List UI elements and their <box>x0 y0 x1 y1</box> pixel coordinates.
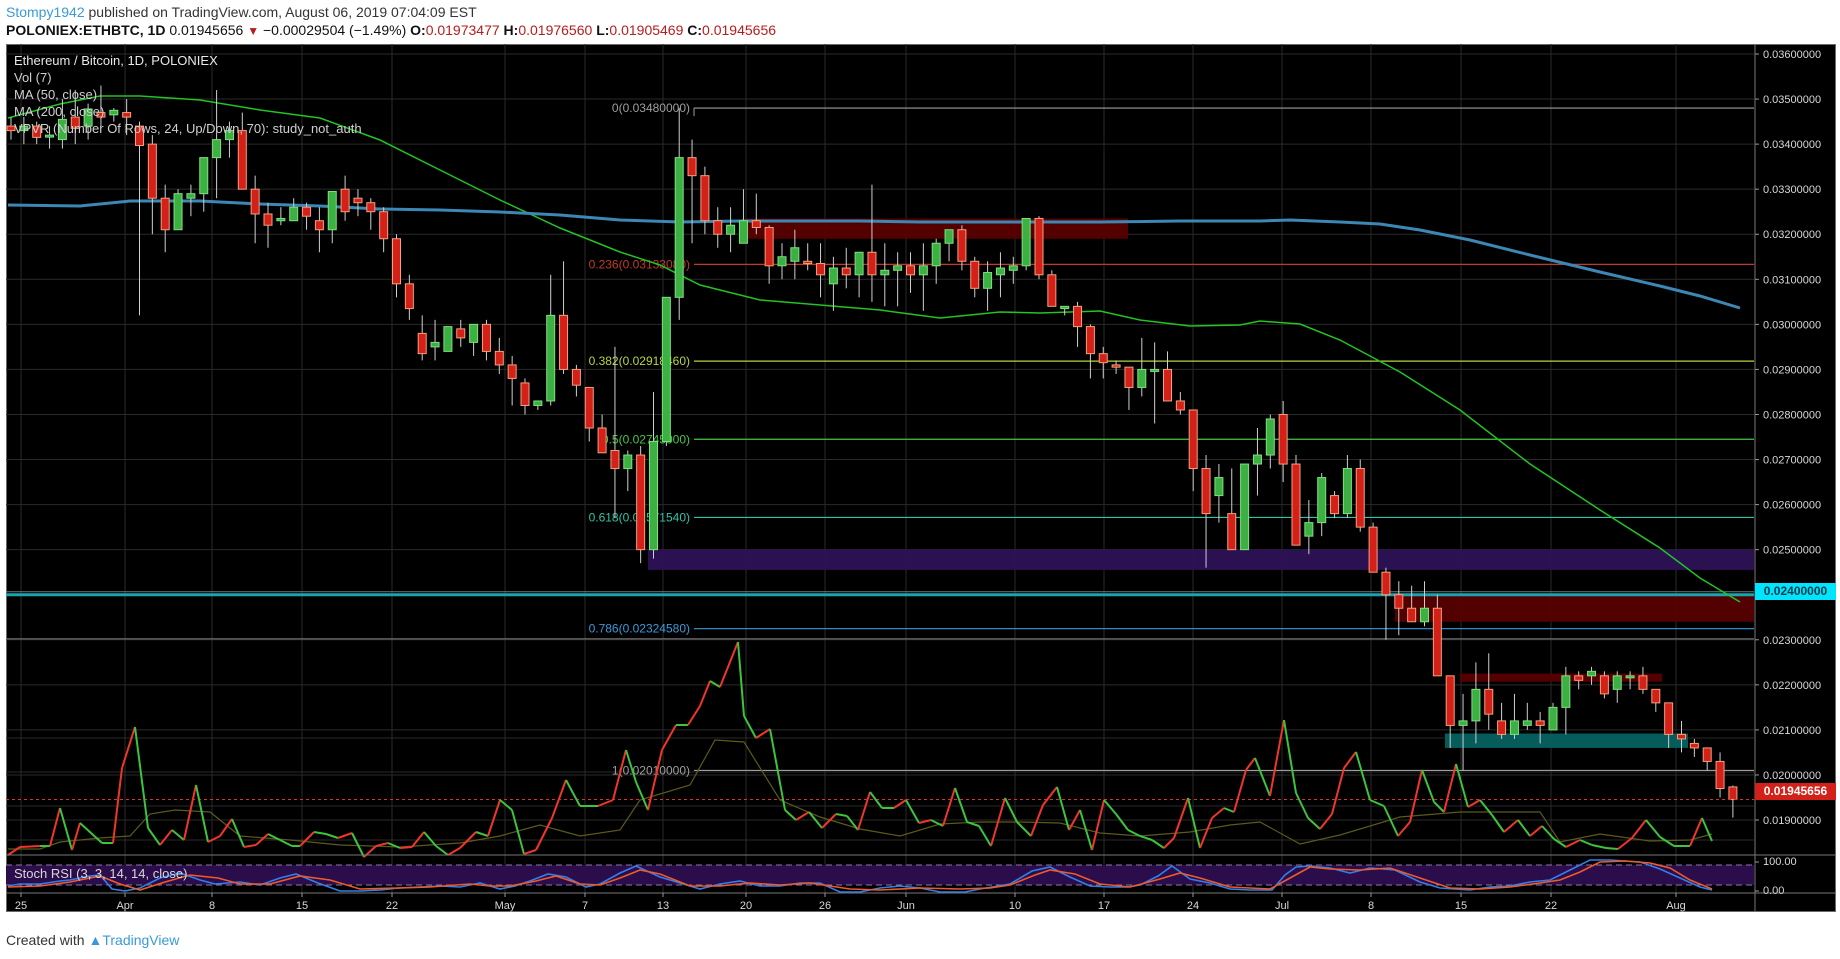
ma200-line[interactable] <box>7 199 1741 310</box>
svg-text:0.02700000: 0.02700000 <box>1763 455 1821 467</box>
svg-text:0.02100000: 0.02100000 <box>1763 725 1821 737</box>
svg-text:0.01900000: 0.01900000 <box>1763 815 1821 827</box>
fib-label: 1(0.02010000) <box>612 763 690 777</box>
ma50-line[interactable] <box>7 95 1741 603</box>
svg-text:100.00: 100.00 <box>1763 856 1797 868</box>
legend-vpvr[interactable]: VPVR (Number Of Rows, 24, Up/Down, 70): … <box>14 121 362 136</box>
low-value: 0.01905469 <box>609 22 684 38</box>
stoch-rsi-label[interactable]: Stoch RSI (3, 3, 14, 14, close) <box>14 866 188 881</box>
legend-title: Ethereum / Bitcoin, 1D, POLONIEX <box>14 53 218 68</box>
created-with-text: Created with <box>6 932 85 948</box>
zone-resistance-aug[interactable] <box>1460 673 1662 682</box>
svg-text:0.02900000: 0.02900000 <box>1763 364 1821 376</box>
ohlc-header: POLONIEX:ETHBTC, 1D 0.01945656 ▼ −0.0002… <box>6 22 776 38</box>
fib-label: 0(0.03480000) <box>612 101 690 115</box>
svg-text:0.03400000: 0.03400000 <box>1763 139 1821 151</box>
svg-text:25: 25 <box>15 900 27 912</box>
svg-text:7: 7 <box>582 900 588 912</box>
svg-text:10: 10 <box>1009 900 1021 912</box>
svg-text:May: May <box>495 900 516 912</box>
svg-text:20: 20 <box>740 900 752 912</box>
svg-text:Aug: Aug <box>1666 900 1686 912</box>
fib-label: 0.786(0.02324580) <box>589 622 690 636</box>
published-text: published on TradingView.com, August 06,… <box>88 4 477 20</box>
tradingview-link[interactable]: TradingView <box>102 932 180 948</box>
footer: Created with ▲TradingView <box>6 932 179 948</box>
svg-text:24: 24 <box>1187 900 1199 912</box>
fib-label: 0.382(0.02918460) <box>589 354 690 368</box>
zone-support-purple[interactable] <box>648 549 1754 570</box>
svg-text:8: 8 <box>1368 900 1374 912</box>
price-change: −0.00029504 (−1.49%) <box>263 22 407 38</box>
svg-text:17: 17 <box>1098 900 1110 912</box>
zone-support-teal[interactable] <box>1445 733 1688 748</box>
legend-vol[interactable]: Vol (7) <box>14 70 52 85</box>
svg-text:15: 15 <box>1455 900 1467 912</box>
stoch-d-line <box>7 860 1713 891</box>
last-price: 0.01945656 <box>169 22 244 38</box>
legend-ma200[interactable]: MA (200, close) <box>14 104 105 119</box>
zone-resistance-may-jun[interactable] <box>745 218 1128 239</box>
svg-text:0.03300000: 0.03300000 <box>1763 184 1821 196</box>
price-axis[interactable]: 0.03600000 0.03500000 0.03400000 0.03300000… <box>1754 44 1821 912</box>
svg-text:13: 13 <box>657 900 669 912</box>
open-label: O: <box>410 22 426 38</box>
current-price-tag: 0.01945656 <box>1755 783 1836 800</box>
down-arrow-icon: ▼ <box>247 24 260 38</box>
svg-text:Apr: Apr <box>116 900 133 912</box>
svg-text:22: 22 <box>386 900 398 912</box>
svg-text:0.02500000: 0.02500000 <box>1763 545 1821 557</box>
svg-text:8: 8 <box>209 900 215 912</box>
oscillator-ma <box>8 739 1713 850</box>
legend-ma50[interactable]: MA (50, close) <box>14 87 98 102</box>
open-value: 0.01973477 <box>425 22 500 38</box>
price-chart[interactable]: 0(0.03480000)0.236(0.03133080)0.382(0.02… <box>6 44 1836 912</box>
close-value: 0.01945656 <box>702 22 777 38</box>
candles[interactable] <box>6 85 1738 818</box>
low-label: L: <box>596 22 610 38</box>
svg-text:0.03000000: 0.03000000 <box>1763 319 1821 331</box>
close-label: C: <box>687 22 703 38</box>
chart-frame <box>6 44 1836 912</box>
svg-text:Jul: Jul <box>1275 900 1289 912</box>
author-link[interactable]: Stompy1942 <box>6 4 85 20</box>
svg-text:0.03600000: 0.03600000 <box>1763 49 1821 61</box>
chart-legend: Ethereum / Bitcoin, 1D, POLONIEX Vol (7)… <box>14 52 362 137</box>
zone-resistance-red[interactable] <box>1395 595 1754 622</box>
svg-text:0.03100000: 0.03100000 <box>1763 274 1821 286</box>
high-value: 0.01976560 <box>518 22 593 38</box>
svg-text:0.02000000: 0.02000000 <box>1763 770 1821 782</box>
svg-text:15: 15 <box>296 900 308 912</box>
svg-text:26: 26 <box>819 900 831 912</box>
grid <box>6 44 1754 893</box>
svg-text:0.02600000: 0.02600000 <box>1763 500 1821 512</box>
high-label: H: <box>503 22 519 38</box>
svg-text:0.02800000: 0.02800000 <box>1763 409 1821 421</box>
tradingview-logo-icon[interactable]: ▲ <box>88 932 103 948</box>
svg-text:0.03200000: 0.03200000 <box>1763 229 1821 241</box>
symbol: POLONIEX:ETHBTC, 1D <box>6 22 166 38</box>
svg-text:0.03500000: 0.03500000 <box>1763 94 1821 106</box>
svg-text:0.02300000: 0.02300000 <box>1763 635 1821 647</box>
svg-text:0.02200000: 0.02200000 <box>1763 680 1821 692</box>
svg-text:0.00: 0.00 <box>1763 885 1784 897</box>
svg-text:22: 22 <box>1545 900 1557 912</box>
level-price-tag: 0.02400000 <box>1755 583 1836 600</box>
publish-info: Stompy1942 published on TradingView.com,… <box>6 4 477 20</box>
svg-text:Jun: Jun <box>897 900 915 912</box>
stoch-band <box>6 865 1754 885</box>
time-axis[interactable]: 25 Apr 8 15 22 May 7 13 20 26 Jun 10 17 24 Jul 8 15 22 Aug <box>15 893 1686 912</box>
